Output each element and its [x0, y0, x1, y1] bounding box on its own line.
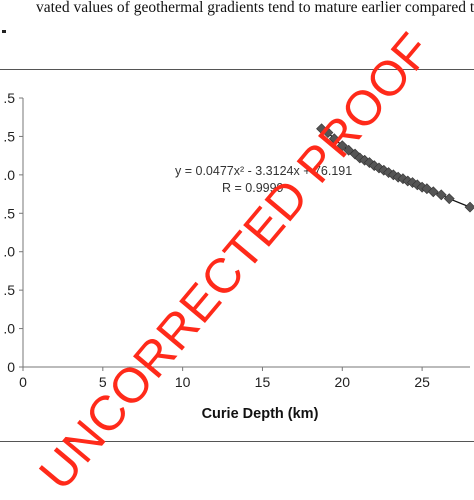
x-tick-label: 15: [255, 374, 271, 390]
y-tick-label: .5: [3, 282, 15, 298]
x-tick-label: 0: [19, 374, 27, 390]
data-point: [435, 189, 447, 201]
chart-svg: 0 .0 .5 .0 .5 .0 .5 .5 0 5 10 15 20 25 y = 0.0477x² …: [3, 90, 474, 422]
y-tick-label: .5: [3, 205, 15, 221]
x-axis-title: Curie Depth (km): [202, 406, 319, 422]
caption-text: vated values of geothermal gradients ten…: [36, 0, 474, 16]
y-tick-label: .5: [3, 90, 15, 106]
data-point: [427, 186, 439, 198]
top-rule: [0, 69, 474, 70]
data-point: [322, 127, 334, 139]
data-point: [464, 201, 474, 213]
x-tick-label: 5: [99, 374, 107, 390]
r-value-label: R = 0.9999: [222, 181, 284, 195]
equation-label: y = 0.0477x² - 3.3124x + 76.191: [175, 164, 352, 178]
y-tick-label: .0: [3, 321, 15, 337]
x-tick-label: 25: [414, 374, 430, 390]
data-point: [328, 133, 340, 145]
y-tick-label: .0: [3, 244, 15, 260]
x-ticks: 0 5 10 15 20 25: [19, 367, 430, 390]
y-tick-label: 0: [7, 359, 15, 375]
y-tick-label: .5: [3, 128, 15, 144]
text-fragment-mark: [2, 30, 6, 33]
axes: [22, 98, 470, 368]
data-points: [316, 123, 474, 213]
x-tick-label: 20: [334, 374, 350, 390]
y-tick-label: .0: [3, 167, 15, 183]
data-point: [443, 193, 455, 205]
data-point: [336, 140, 348, 152]
bottom-rule: [0, 441, 474, 442]
x-tick-label: 10: [175, 374, 191, 390]
y-ticks: 0 .0 .5 .0 .5 .0 .5 .5: [3, 90, 23, 375]
caption-text-line: vated values of geothermal gradients ten…: [0, 0, 474, 30]
